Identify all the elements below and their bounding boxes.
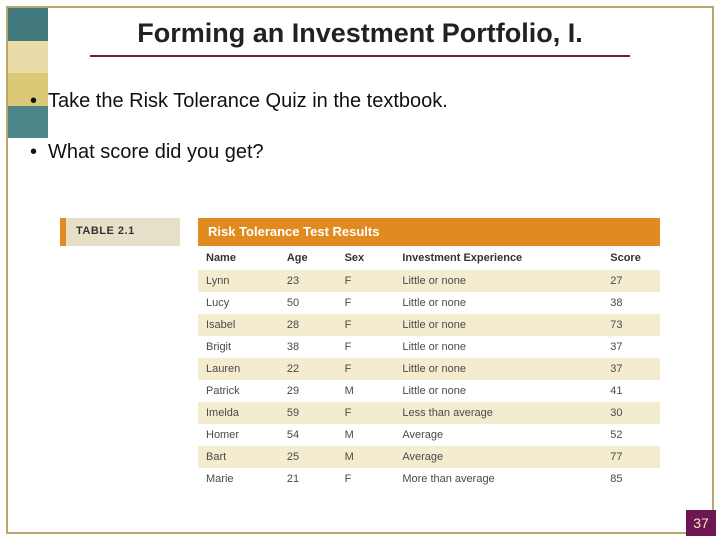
table-cell: 85 — [602, 468, 660, 490]
table-gap — [180, 218, 198, 246]
table-row: Imelda59FLess than average30 — [198, 402, 660, 424]
table-cell: F — [337, 336, 395, 358]
table-cell: Isabel — [198, 314, 279, 336]
table-cell: Marie — [198, 468, 279, 490]
col-header: Sex — [337, 246, 395, 270]
table-header-row: Name Age Sex Investment Experience Score — [198, 246, 660, 270]
bullet-item: Take the Risk Tolerance Quiz in the text… — [30, 90, 690, 113]
table-cell: More than average — [394, 468, 602, 490]
table-row: Lucy50FLittle or none38 — [198, 292, 660, 314]
table-header-bar: TABLE 2.1 Risk Tolerance Test Results — [60, 218, 660, 246]
table-cell: F — [337, 270, 395, 292]
table-cell: 54 — [279, 424, 337, 446]
table-cell: 77 — [602, 446, 660, 468]
table-cell: 23 — [279, 270, 337, 292]
table-cell: 21 — [279, 468, 337, 490]
table-cell: Homer — [198, 424, 279, 446]
table-body: Lynn23FLittle or none27Lucy50FLittle or … — [198, 270, 660, 490]
table-cell: Little or none — [394, 358, 602, 380]
table-cell: 22 — [279, 358, 337, 380]
table-cell: Average — [394, 424, 602, 446]
table-cell: 27 — [602, 270, 660, 292]
decor-tab — [8, 41, 48, 74]
table-cell: 37 — [602, 358, 660, 380]
table-cell: 59 — [279, 402, 337, 424]
decor-tab — [8, 8, 48, 41]
table-row: Bart25MAverage77 — [198, 446, 660, 468]
table-cell: F — [337, 468, 395, 490]
table-cell: Less than average — [394, 402, 602, 424]
table-cell: 30 — [602, 402, 660, 424]
table-cell: Lauren — [198, 358, 279, 380]
table-cell: Little or none — [394, 292, 602, 314]
table-cell: M — [337, 380, 395, 402]
table-row: Lynn23FLittle or none27 — [198, 270, 660, 292]
bullet-item: What score did you get? — [30, 141, 690, 164]
table-cell: 29 — [279, 380, 337, 402]
table-cell: Imelda — [198, 402, 279, 424]
table-caption: Risk Tolerance Test Results — [198, 218, 660, 246]
page-number: 37 — [686, 510, 716, 536]
col-header: Name — [198, 246, 279, 270]
table-cell: M — [337, 424, 395, 446]
table-cell: 37 — [602, 336, 660, 358]
table-cell: Little or none — [394, 380, 602, 402]
table-cell: F — [337, 292, 395, 314]
table-cell: Lynn — [198, 270, 279, 292]
table-cell: Lucy — [198, 292, 279, 314]
table-cell: 38 — [279, 336, 337, 358]
results-table: Name Age Sex Investment Experience Score… — [198, 246, 660, 490]
bullet-list: Take the Risk Tolerance Quiz in the text… — [30, 90, 690, 164]
table-cell: 73 — [602, 314, 660, 336]
table-row: Patrick29MLittle or none41 — [198, 380, 660, 402]
table-row: Isabel28FLittle or none73 — [198, 314, 660, 336]
table-cell: 25 — [279, 446, 337, 468]
table-row: Lauren22FLittle or none37 — [198, 358, 660, 380]
slide-title: Forming an Investment Portfolio, I. — [90, 18, 630, 57]
table-cell: F — [337, 314, 395, 336]
table-cell: Average — [394, 446, 602, 468]
table-cell: Little or none — [394, 336, 602, 358]
table-cell: Patrick — [198, 380, 279, 402]
table-badge: TABLE 2.1 — [60, 218, 180, 246]
table-figure: TABLE 2.1 Risk Tolerance Test Results Na… — [60, 218, 660, 490]
table-row: Brigit38FLittle or none37 — [198, 336, 660, 358]
content-area: Take the Risk Tolerance Quiz in the text… — [30, 90, 690, 192]
table-cell: Brigit — [198, 336, 279, 358]
table-cell: Bart — [198, 446, 279, 468]
col-header: Score — [602, 246, 660, 270]
col-header: Age — [279, 246, 337, 270]
table-cell: F — [337, 358, 395, 380]
col-header: Investment Experience — [394, 246, 602, 270]
table-cell: M — [337, 446, 395, 468]
table-cell: Little or none — [394, 270, 602, 292]
table-row: Marie21FMore than average85 — [198, 468, 660, 490]
table-cell: Little or none — [394, 314, 602, 336]
table-cell: 41 — [602, 380, 660, 402]
table-cell: 28 — [279, 314, 337, 336]
table-cell: 38 — [602, 292, 660, 314]
table-cell: F — [337, 402, 395, 424]
table-cell: 52 — [602, 424, 660, 446]
table-cell: 50 — [279, 292, 337, 314]
table-row: Homer54MAverage52 — [198, 424, 660, 446]
